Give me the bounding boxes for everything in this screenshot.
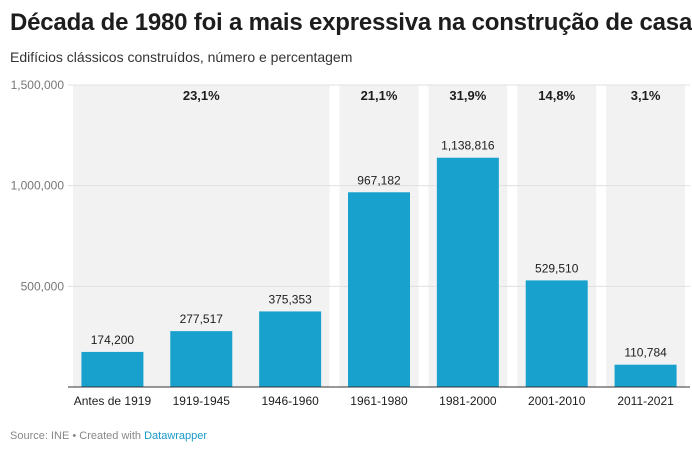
value-label: 967,182 [357, 173, 401, 187]
source-note: Source: INE [10, 430, 70, 442]
value-label: 1,138,816 [441, 139, 495, 153]
percentage-label: 31,9% [449, 88, 486, 103]
footer-separator: • Created with [69, 430, 145, 442]
bar-chart: 23,1% 21,1% 31,9% 14,8% 3,1% 500,000 1,000,000… [11, 78, 690, 408]
bar [436, 157, 499, 387]
y-tick-label: 1,000,000 [11, 179, 65, 193]
x-tick-label: 1946-1960 [261, 394, 319, 408]
bar [525, 280, 588, 387]
value-label: 110,784 [624, 346, 667, 360]
chart-subtitle: Edifícios clássicos construídos, número … [10, 49, 353, 65]
chart-title: Década de 1980 foi a mais expressiva na … [10, 9, 692, 36]
percentage-label: 21,1% [361, 88, 398, 103]
value-label: 375,353 [268, 292, 312, 306]
x-tick-label: 1961-1980 [350, 394, 408, 408]
datawrapper-link[interactable]: Datawrapper [144, 430, 208, 442]
percentage-label: 14,8% [538, 88, 575, 103]
value-label: 529,510 [535, 261, 579, 275]
y-tick-label: 1,500,000 [11, 78, 65, 92]
x-tick-label: 1919-1945 [173, 394, 231, 408]
value-label: 277,517 [180, 312, 224, 326]
y-tick-label: 500,000 [21, 279, 65, 293]
value-label: 174,200 [91, 333, 135, 347]
x-tick-label: 2011-2021 [617, 394, 674, 408]
percentage-label: 3,1% [631, 88, 661, 103]
bar [348, 192, 410, 387]
x-tick-label: 2001-2010 [528, 394, 586, 408]
percentage-label: 23,1% [183, 88, 220, 103]
bar [81, 351, 144, 387]
bar [170, 331, 233, 387]
percentage-band [606, 85, 685, 387]
x-tick-label: 1981-2000 [439, 394, 497, 408]
bar [614, 364, 677, 387]
bar [259, 311, 322, 387]
x-tick-label: Antes de 1919 [74, 394, 152, 408]
footer: Source: INE • Created with Datawrapper [10, 430, 207, 442]
